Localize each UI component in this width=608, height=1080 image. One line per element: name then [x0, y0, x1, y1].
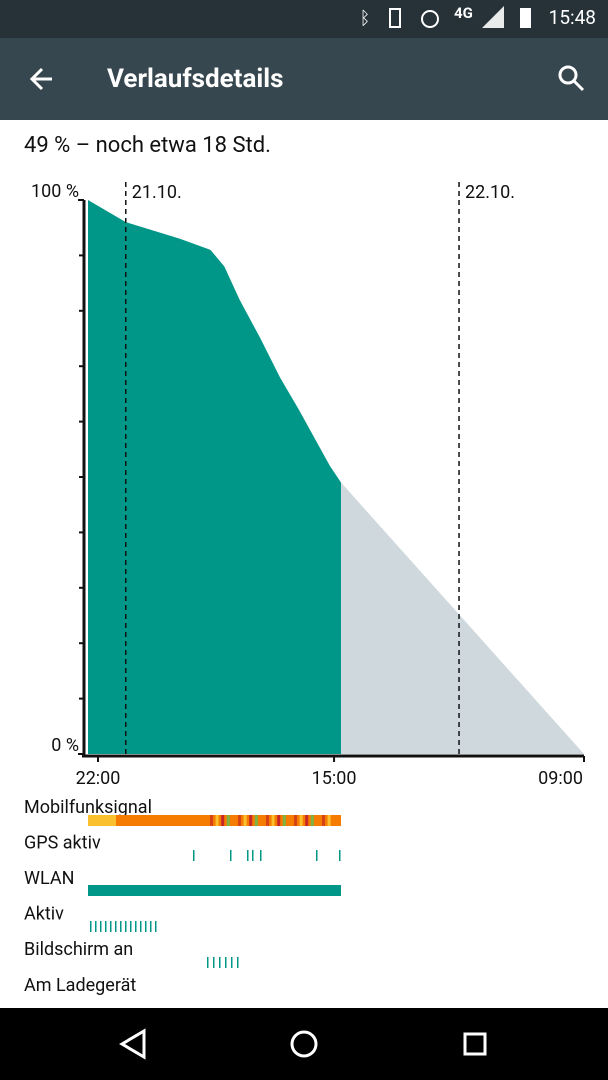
- signal-stripe: [238, 815, 241, 826]
- activity-tick: [150, 921, 152, 932]
- signal-stripe: [249, 815, 253, 826]
- search-button[interactable]: [558, 65, 585, 92]
- signal-stripe: [260, 815, 264, 826]
- activity-tick: [100, 921, 102, 932]
- app-title: Verlaufsdetails: [107, 64, 284, 94]
- activity-tick: [231, 957, 233, 968]
- signal-stripe: [299, 815, 303, 826]
- signal-stripe: [282, 815, 286, 826]
- gps-tick: [260, 850, 262, 861]
- signal-stripe: [221, 815, 225, 826]
- row-label: GPS aktiv: [24, 832, 101, 853]
- row-label: Bildschirm an: [24, 939, 133, 960]
- nav-home[interactable]: [290, 1030, 318, 1058]
- battery-summary: 49 % – noch etwa 18 Std.: [24, 133, 271, 158]
- battery-icon: [520, 8, 531, 28]
- signal-stripe: [243, 815, 247, 826]
- activity-tick: [219, 957, 221, 968]
- app-bar: [0, 38, 608, 120]
- activity-tick: [130, 921, 132, 932]
- activity-tick: [90, 921, 92, 932]
- activity-tick: [120, 921, 122, 932]
- x-tick-label: 09:00: [538, 768, 583, 789]
- activity-tick: [125, 921, 127, 932]
- row-label: Mobilfunksignal: [24, 797, 152, 818]
- battery-area: [340, 482, 584, 754]
- row-label: WLAN: [24, 868, 74, 889]
- activity-tick: [95, 921, 97, 932]
- signal-stripe: [266, 815, 269, 826]
- activity-tick: [225, 957, 227, 968]
- vibrate-icon: [389, 8, 401, 28]
- nav-recents[interactable]: [463, 1032, 487, 1056]
- y-tick-label: 100 %: [31, 181, 79, 202]
- gps-tick: [193, 850, 195, 861]
- nav-bar: [0, 1008, 608, 1080]
- activity-tick: [115, 921, 117, 932]
- clock: 15:48: [549, 6, 596, 29]
- activity-tick: [145, 921, 147, 932]
- wlan-bar: [88, 885, 341, 896]
- signal-icon: [482, 6, 504, 28]
- gps-tick: [316, 850, 318, 861]
- signal-stripe: [316, 815, 320, 826]
- signal-stripe: [277, 815, 281, 826]
- row-label: Am Ladegerät: [24, 975, 136, 996]
- activity-tick: [207, 957, 209, 968]
- activity-tick: [105, 921, 107, 932]
- battery-chart: 21.10. 22.10. 0 % 100 % 22:00 15:00 09:00: [31, 181, 585, 789]
- battery-area: [88, 200, 341, 754]
- gps-tick: [339, 850, 341, 861]
- y-tick-label: 0 %: [51, 735, 79, 756]
- activity-tick: [155, 921, 157, 932]
- status-bar: [0, 0, 608, 38]
- nav-back[interactable]: [119, 1028, 146, 1060]
- signal-stripe: [310, 815, 314, 826]
- signal-stripe: [215, 815, 219, 826]
- signal-stripe: [327, 815, 331, 826]
- network-type: 4G: [454, 4, 473, 22]
- activity-tick: [213, 957, 215, 968]
- activity-tick: [140, 921, 142, 932]
- x-tick-label: 22:00: [76, 768, 121, 789]
- signal-stripe: [294, 815, 297, 826]
- date-label: 22.10.: [465, 182, 515, 203]
- signal-stripe: [271, 815, 275, 826]
- x-tick-label: 15:00: [312, 768, 357, 789]
- bluetooth-icon: ᛒ: [360, 8, 371, 29]
- signal-bar: [88, 815, 116, 826]
- gps-tick: [230, 850, 232, 861]
- signal-stripe: [322, 815, 325, 826]
- signal-stripe: [305, 815, 309, 826]
- alarm-icon: [421, 10, 439, 28]
- activity-tick: [110, 921, 112, 932]
- back-button[interactable]: [29, 67, 52, 91]
- history-rows: Mobilfunksignal GPS aktiv WLAN Aktiv Bildsch…: [24, 797, 341, 996]
- row-label: Aktiv: [24, 904, 64, 925]
- signal-stripe: [288, 815, 292, 826]
- date-label: 21.10.: [132, 182, 182, 203]
- signal-stripe: [232, 815, 236, 826]
- gps-tick: [247, 850, 249, 861]
- activity-tick: [135, 921, 137, 932]
- gps-tick: [252, 850, 254, 861]
- signal-stripe: [226, 815, 230, 826]
- activity-tick: [237, 957, 239, 968]
- signal-stripe: [254, 815, 258, 826]
- signal-stripe: [210, 815, 213, 826]
